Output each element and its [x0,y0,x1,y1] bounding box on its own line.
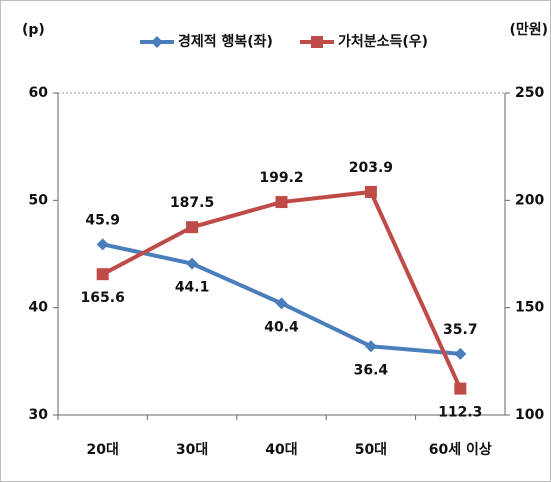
y-tick-label: 40 [29,300,49,316]
y-tick-label: 50 [29,192,49,208]
data-label: 112.3 [438,405,482,421]
marker [454,382,467,395]
marker [454,347,467,360]
y-tick-label: 30 [29,407,49,423]
x-tick-label: 30대 [176,442,208,458]
y-tick-label: 60 [29,85,49,101]
y2-tick-label: 200 [515,192,544,208]
data-label: 40.4 [264,319,299,335]
marker [364,340,377,353]
marker [275,297,288,310]
marker [96,238,109,251]
x-tick-label: 40대 [265,442,297,458]
data-label: 45.9 [85,212,120,228]
legend-label: 가처분소득(우) [338,34,428,50]
data-label: 199.2 [259,170,303,186]
data-label: 44.1 [175,280,210,296]
data-label: 187.5 [170,195,214,211]
x-tick-label: 20대 [87,442,119,458]
x-tick-label: 50대 [355,442,387,458]
y2-tick-label: 100 [515,407,544,423]
y-axis-label: (p) [22,22,45,38]
x-tick-label: 60세 이상 [429,441,492,458]
y2-tick-label: 150 [515,300,544,316]
marker [311,36,323,48]
marker [275,196,288,209]
marker [364,185,377,198]
data-label: 36.4 [354,362,389,378]
data-label: 35.7 [443,322,478,338]
marker [186,257,199,270]
y2-axis-label: (만원) [509,22,548,38]
y2-tick-label: 250 [515,85,544,101]
data-label: 203.9 [349,160,393,176]
data-label: 165.6 [81,290,125,306]
marker [186,221,199,234]
marker [151,36,163,48]
legend-label: 경제적 행복(좌) [178,33,273,50]
marker [96,268,109,281]
